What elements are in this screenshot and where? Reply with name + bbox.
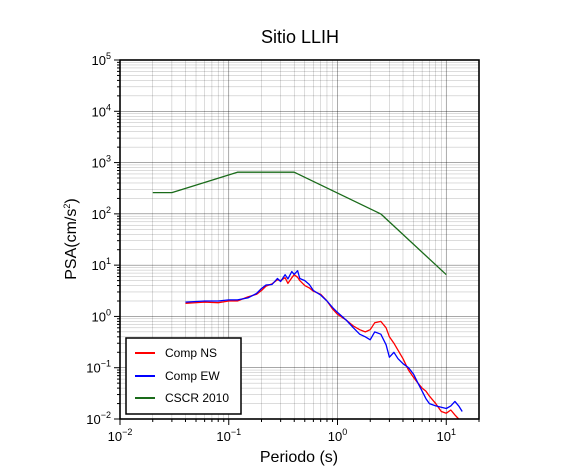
plot-frame: [119, 59, 480, 420]
y-tick-label: 102: [92, 205, 111, 222]
x-tick-label: 10−2: [108, 427, 133, 444]
y-tick-label: 10−1: [86, 359, 111, 376]
y-tick-label: 105: [92, 51, 111, 68]
y-tick-label: 100: [92, 307, 111, 324]
legend-label-ew: Comp EW: [165, 369, 220, 383]
x-tick-label: 101: [437, 427, 456, 444]
chart-title: Sitio LLIH: [261, 27, 339, 47]
legend: Comp NS Comp EW CSCR 2010: [125, 337, 242, 415]
y-tick-labels: 10−2 10−1 100 101 102 103 104 105: [86, 51, 111, 427]
plot-series: [152, 171, 463, 420]
y-axis-label: PSA(cm/s2): [62, 198, 80, 279]
y-tick-label: 104: [92, 102, 111, 119]
y-tick-label: 103: [92, 154, 111, 171]
series-line-3: [152, 171, 447, 276]
x-tick-label: 10−1: [216, 427, 241, 444]
y-axis-label-tail: ): [63, 198, 80, 203]
y-tick-label: 101: [92, 256, 111, 273]
y-axis-label-base: PSA(cm/s: [63, 209, 80, 280]
y-tick-label: 10−2: [86, 410, 111, 427]
x-tick-label: 100: [328, 427, 347, 444]
x-tick-labels: 10−2 10−1 100 101: [108, 427, 456, 444]
y-axis-label-exponent: 2: [62, 204, 72, 209]
series-line-2: [185, 270, 463, 412]
series-line-1: [185, 274, 460, 420]
legend-label-cscr: CSCR 2010: [165, 391, 229, 405]
x-axis-label: Periodo (s): [260, 449, 338, 466]
legend-label-ns: Comp NS: [165, 346, 217, 360]
